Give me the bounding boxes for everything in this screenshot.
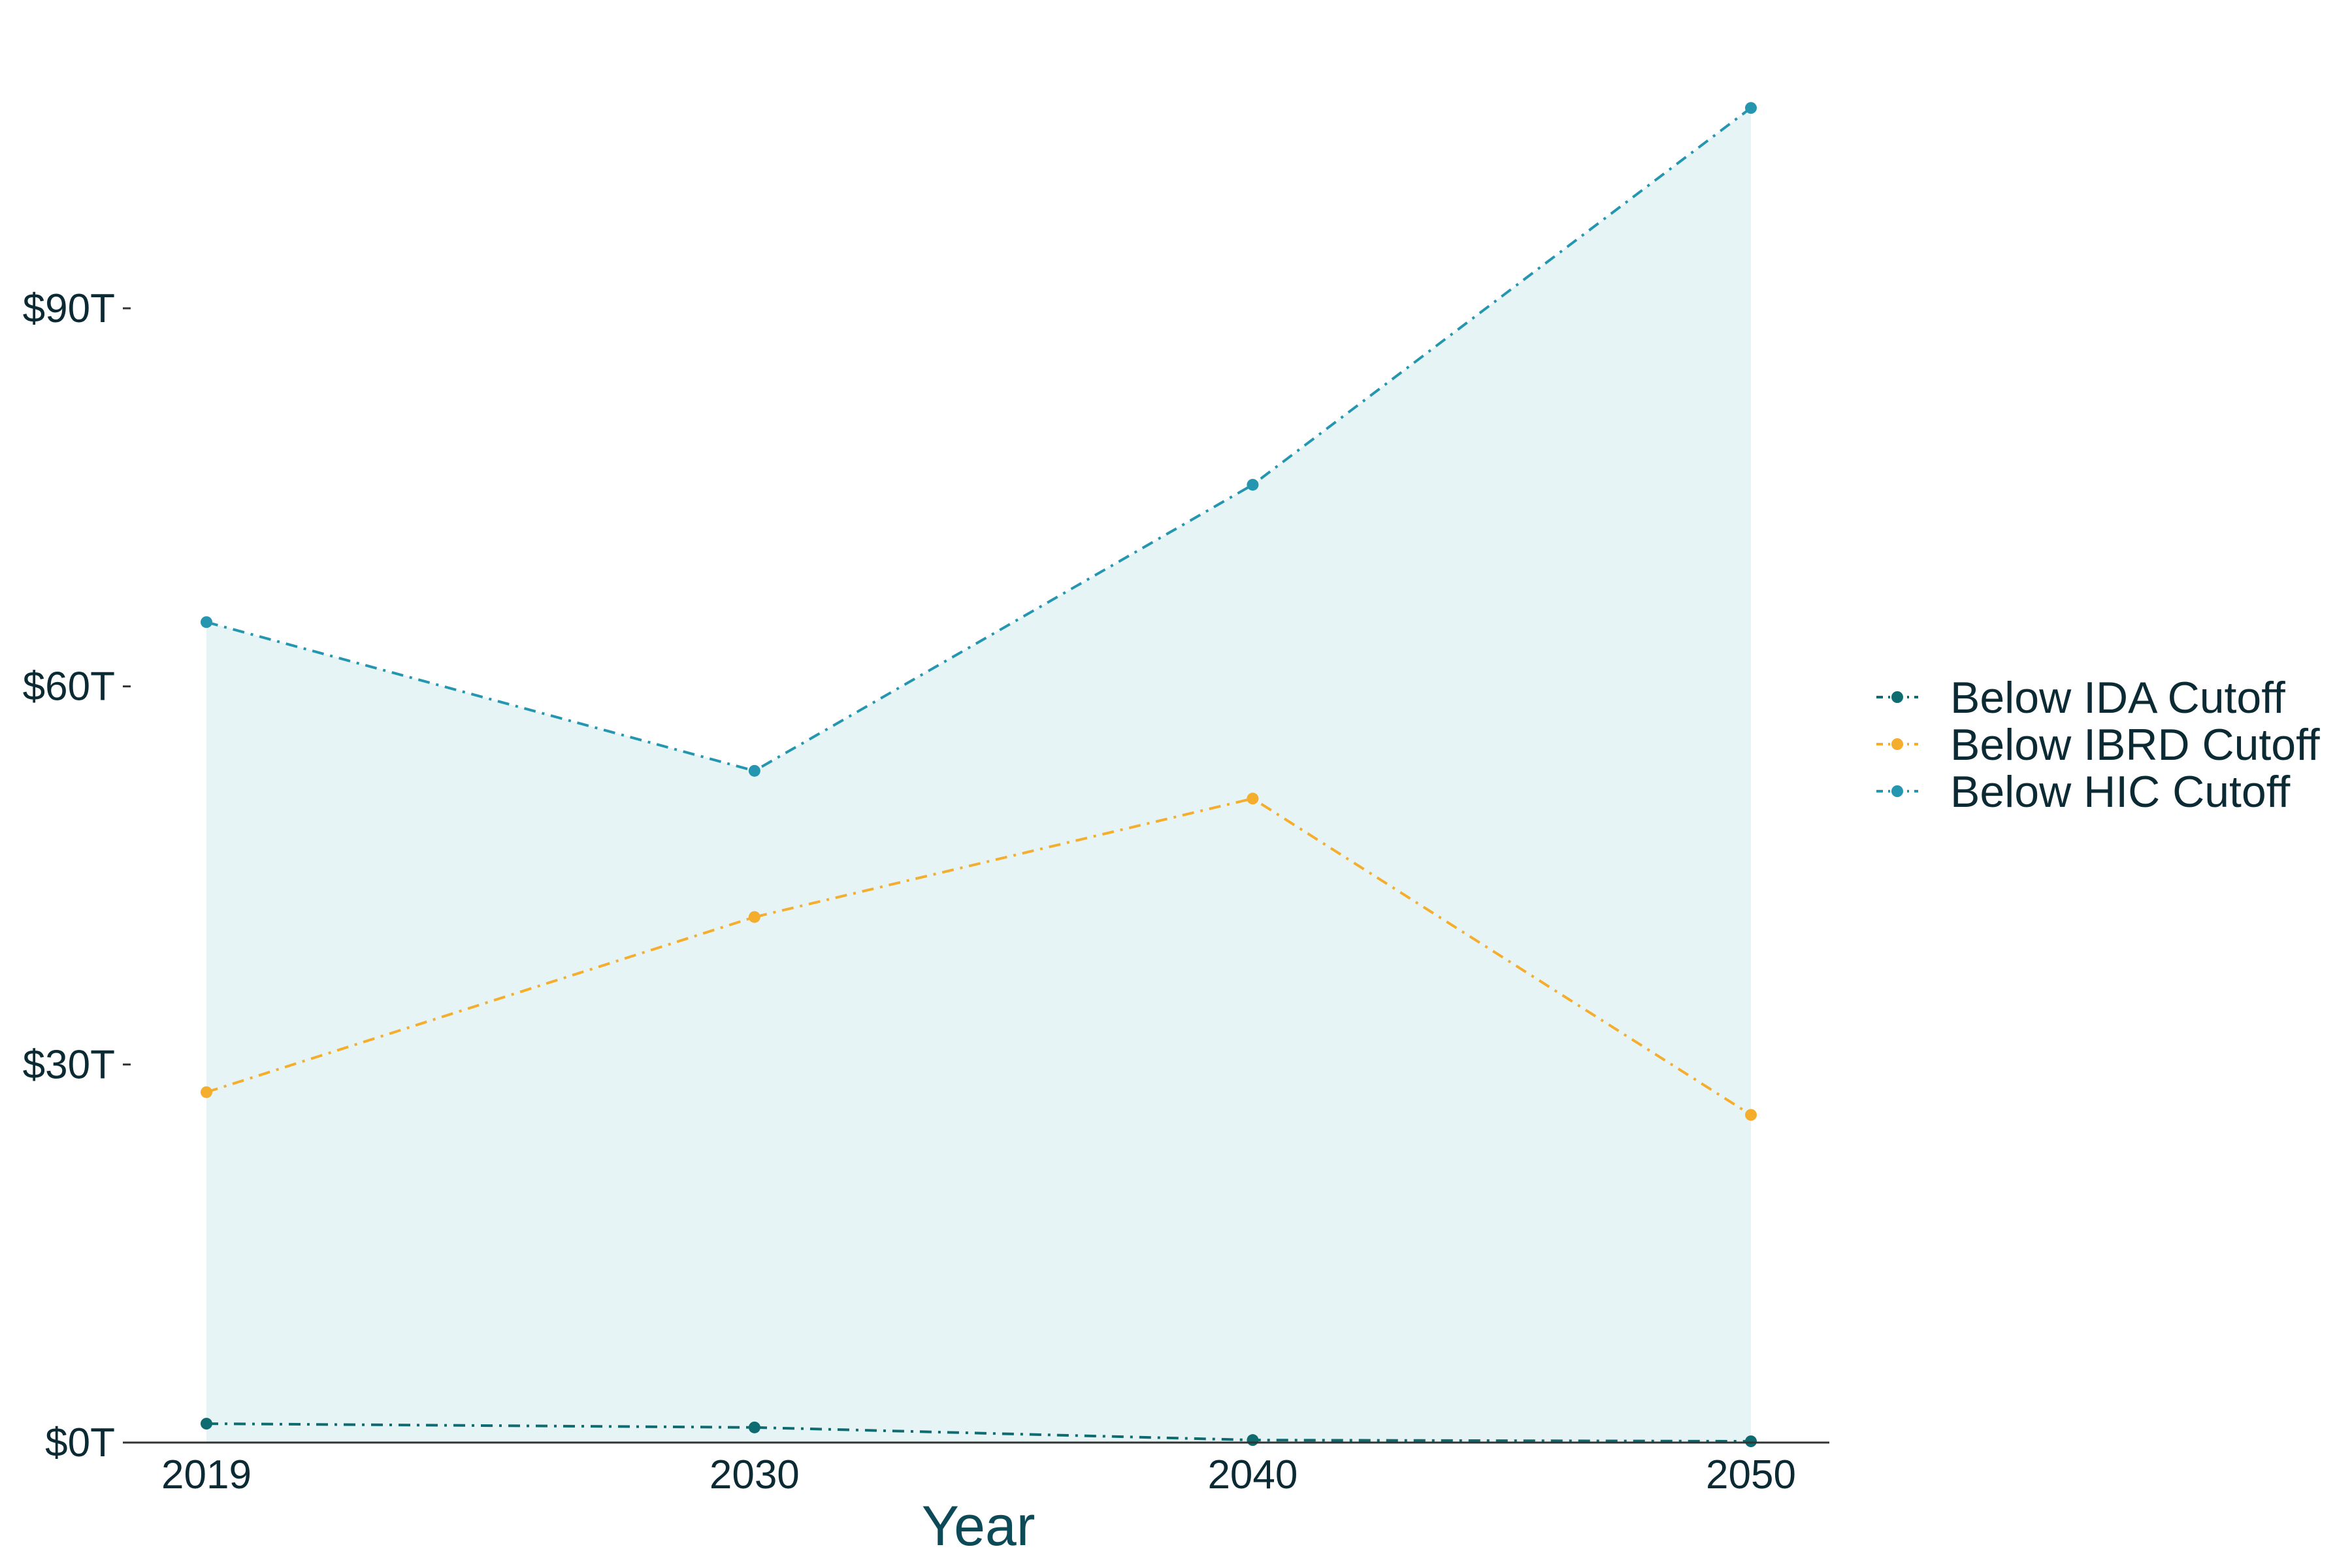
legend-label: Below IDA Cutoff bbox=[1950, 673, 2285, 723]
legend-item-below-ibrd-cutoff: Below IBRD Cutoff bbox=[1876, 720, 2320, 770]
x-axis-title: Year bbox=[922, 1495, 1036, 1558]
point-below-ibrd-cutoff-2040 bbox=[1247, 792, 1259, 805]
legend-swatch-marker bbox=[1891, 738, 1903, 750]
point-below-hic-cutoff-2050 bbox=[1745, 102, 1757, 114]
x-tick-label: 2050 bbox=[1706, 1452, 1796, 1497]
x-axis: 2019 2030 2040 2050 bbox=[161, 1452, 1796, 1497]
point-below-hic-cutoff-2019 bbox=[201, 616, 212, 629]
legend-label: Below IBRD Cutoff bbox=[1950, 720, 2320, 770]
series-points bbox=[201, 102, 1757, 1448]
point-below-ida-cutoff-2019 bbox=[201, 1418, 212, 1430]
y-axis: $0T $30T $60T $90T bbox=[23, 286, 131, 1465]
y-tick-label: $30T bbox=[23, 1042, 115, 1087]
series-areas bbox=[206, 108, 1751, 1443]
point-below-ibrd-cutoff-2030 bbox=[748, 911, 760, 923]
point-below-ida-cutoff-2040 bbox=[1247, 1434, 1259, 1446]
point-below-hic-cutoff-2030 bbox=[748, 764, 760, 777]
point-below-ibrd-cutoff-2019 bbox=[201, 1086, 212, 1098]
point-below-ida-cutoff-2050 bbox=[1745, 1435, 1757, 1448]
line-below-ida-cutoff bbox=[206, 1422, 1752, 1443]
point-below-ida-cutoff-2030 bbox=[748, 1421, 760, 1433]
legend-item-below-ida-cutoff: Below IDA Cutoff bbox=[1876, 673, 2285, 723]
x-tick-label: 2019 bbox=[161, 1452, 252, 1497]
point-below-hic-cutoff-2040 bbox=[1247, 478, 1259, 491]
legend-label: Below HIC Cutoff bbox=[1950, 767, 2290, 817]
y-tick-label: $60T bbox=[23, 664, 115, 710]
x-tick-label: 2040 bbox=[1207, 1452, 1298, 1497]
area-below-hic-cutoff bbox=[206, 108, 1751, 1443]
y-tick-label: $90T bbox=[23, 286, 115, 331]
line-below-hic-cutoff bbox=[206, 106, 1752, 772]
series-lines bbox=[206, 106, 1752, 1443]
legend-item-below-hic-cutoff: Below HIC Cutoff bbox=[1876, 767, 2290, 817]
x-tick-label: 2030 bbox=[710, 1452, 800, 1497]
legend-swatch-marker bbox=[1891, 785, 1903, 797]
legend-swatch-marker bbox=[1891, 691, 1903, 703]
point-below-ibrd-cutoff-2050 bbox=[1745, 1109, 1757, 1121]
line-below-ibrd-cutoff bbox=[206, 797, 1752, 1117]
y-tick-label: $0T bbox=[45, 1420, 115, 1465]
